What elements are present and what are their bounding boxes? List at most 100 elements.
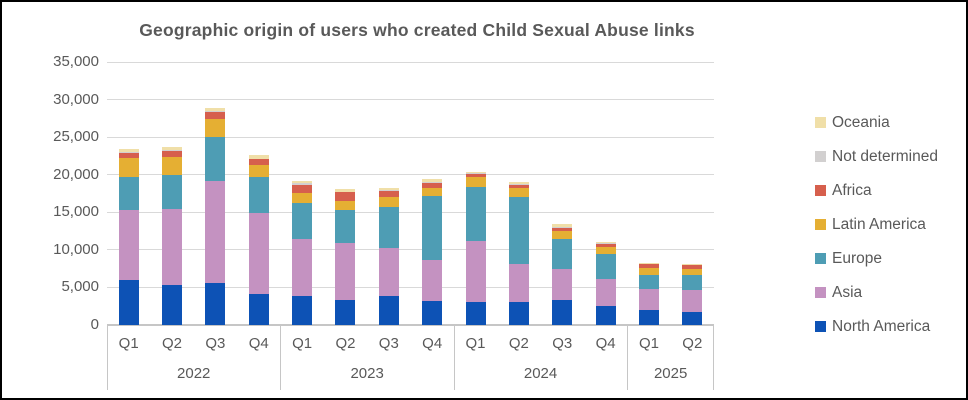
y-tick-label: 0 — [90, 316, 99, 333]
y-tick-label: 10,000 — [53, 240, 99, 258]
bar-segment-asia — [638, 288, 659, 310]
gridline — [107, 286, 714, 288]
bar-segment-north-america — [378, 295, 399, 325]
bar-segment-not-determined — [335, 191, 356, 193]
bar-segment-oceania — [595, 241, 616, 243]
bar-segment-north-america — [248, 294, 269, 325]
bar-segment-latin-america — [552, 231, 573, 239]
bar-segment-latin-america — [162, 157, 183, 176]
bar-segment-asia — [248, 213, 269, 295]
x-tick-quarter: Q4 — [248, 335, 269, 352]
y-axis: 0 5,000 10,000 15,000 20,000 25,000 30,000 35,0… — [2, 54, 99, 333]
x-tick-year-2022: 2022 — [177, 365, 211, 382]
legend-swatch-asia — [815, 287, 826, 298]
x-tick-quarter: Q1 — [638, 335, 659, 352]
bar-segment-not-determined — [118, 151, 139, 153]
bar-segment-north-america — [205, 282, 226, 325]
bar-segment-europe — [162, 175, 183, 210]
bar-segment-not-determined — [162, 150, 183, 152]
bar-q2-13 — [682, 264, 703, 325]
x-tick-quarter: Q3 — [552, 335, 573, 352]
y-tick-label: 20,000 — [53, 165, 99, 183]
bar-segment-north-america — [638, 309, 659, 325]
bar-segment-africa — [378, 190, 399, 198]
bar-segment-africa — [638, 264, 659, 268]
bar-segment-africa — [465, 173, 486, 178]
bar-segment-europe — [682, 275, 703, 291]
legend-label: Oceania — [832, 113, 890, 131]
bar-q1-8 — [465, 171, 486, 325]
bar-segment-latin-america — [465, 177, 486, 187]
legend-swatch-north-america — [815, 321, 826, 332]
bar-segment-africa — [118, 152, 139, 159]
axis-group-separator — [107, 325, 108, 390]
x-tick-quarter: Q2 — [335, 335, 356, 352]
bar-segment-africa — [292, 184, 313, 193]
plot-area — [107, 61, 714, 326]
bar-segment-africa — [205, 111, 226, 120]
legend-item-north-america: North America — [815, 316, 938, 337]
bar-segment-africa — [552, 227, 573, 232]
legend-item-europe: Europe — [815, 248, 938, 269]
bar-segment-europe — [552, 238, 573, 270]
y-tick-label: 35,000 — [53, 53, 99, 70]
bar-segment-north-america — [595, 306, 616, 325]
bar-segment-oceania — [292, 181, 313, 184]
bar-segment-oceania — [248, 154, 269, 159]
x-tick-quarter: Q1 — [118, 335, 139, 352]
bar-segment-oceania — [335, 189, 356, 192]
gridline — [107, 61, 714, 63]
axis-group-separator — [280, 325, 282, 390]
bar-segment-asia — [378, 247, 399, 296]
bar-segment-europe — [205, 137, 226, 181]
bar-segment-latin-america — [422, 187, 443, 196]
bar-segment-asia — [508, 264, 529, 302]
legend-item-oceania: Oceania — [815, 112, 938, 133]
bar-segment-not-determined — [465, 172, 486, 174]
x-axis-line — [107, 324, 714, 326]
bar-segment-asia — [162, 209, 183, 286]
bar-segment-europe — [638, 274, 659, 289]
x-tick-quarter: Q4 — [422, 335, 443, 352]
bar-segment-africa — [422, 182, 443, 188]
bar-segment-north-america — [335, 300, 356, 325]
bar-segment-not-determined — [205, 110, 226, 112]
bar-segment-not-determined — [422, 181, 443, 183]
bar-segment-north-america — [552, 300, 573, 325]
x-tick-quarter: Q3 — [378, 335, 399, 352]
y-tick-label: 25,000 — [53, 128, 99, 146]
bar-segment-africa — [508, 184, 529, 188]
legend-label: North America — [832, 317, 931, 335]
bar-segment-africa — [248, 159, 269, 165]
bar-segment-latin-america — [638, 267, 659, 275]
y-tick-label: 5,000 — [61, 278, 99, 296]
legend: Oceania Not determined Africa Latin America… — [815, 112, 938, 337]
bar-segment-oceania — [638, 263, 659, 264]
bar-segment-africa — [162, 151, 183, 158]
gridline — [107, 136, 714, 138]
legend-item-asia: Asia — [815, 282, 938, 303]
bar-segment-latin-america — [292, 192, 313, 203]
bar-q4-3 — [248, 154, 269, 325]
bar-q3-2 — [205, 107, 226, 325]
bar-segment-asia — [465, 240, 486, 302]
bar-segment-latin-america — [118, 158, 139, 177]
x-tick-quarter: Q2 — [162, 335, 183, 352]
axis-group-separator — [627, 325, 629, 390]
bar-segment-asia — [595, 279, 616, 307]
bar-segment-europe — [292, 202, 313, 240]
bar-segment-oceania — [162, 147, 183, 151]
bar-segment-latin-america — [335, 201, 356, 211]
x-tick-quarter: Q2 — [508, 335, 529, 352]
bar-q3-6 — [378, 187, 399, 325]
bar-segment-europe — [118, 176, 139, 211]
bar-segment-north-america — [465, 301, 486, 325]
bar-segment-asia — [552, 269, 573, 301]
bar-q4-7 — [422, 179, 443, 325]
bar-segment-asia — [118, 210, 139, 280]
bar-segment-asia — [292, 239, 313, 296]
bar-segment-europe — [378, 207, 399, 248]
bar-segment-asia — [422, 260, 443, 301]
legend-swatch-not-determined — [815, 151, 826, 162]
